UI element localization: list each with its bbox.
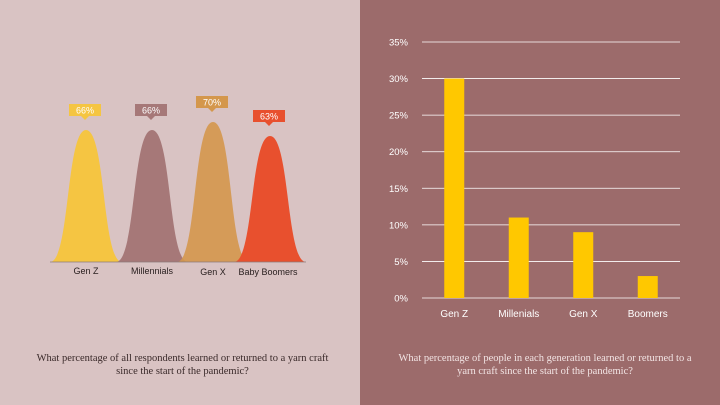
value-callout: 63% [253,110,285,126]
category-label: Gen Z [73,266,99,276]
y-tick-label: 0% [394,294,408,305]
value-callout: 66% [135,104,167,120]
right-chart-caption: What percentage of people in each genera… [398,353,692,377]
category-label: Baby Boomers [238,267,298,277]
left-panel: 66% 66% 70% 63% Gen Z Millennials Gen X Baby Bo… [0,0,360,405]
bar [573,232,594,298]
bar [444,78,465,298]
y-tick-label: 30% [389,74,409,85]
value-label: 66% [142,106,160,116]
x-tick-label: Gen Z [440,309,468,320]
bell-baby-boomers [234,136,306,262]
x-tick-label: Millenials [498,309,539,320]
value-callout: 66% [69,104,101,120]
bell-gen-x [177,122,249,262]
value-label: 63% [260,112,278,122]
x-tick-label: Gen X [569,309,598,320]
value-callout: 70% [196,96,228,112]
right-panel: 0% 5% 10% 15% 20% 25% 30% 35% Gen Z Millenials Gen… [360,0,720,405]
bar [508,217,529,298]
bell-gen-z [50,130,122,262]
generation-bar-chart: 0% 5% 10% 15% 20% 25% 30% 35% Gen Z Millenials Gen… [389,38,680,320]
category-label: Millennials [131,266,174,276]
y-tick-label: 35% [389,38,409,49]
y-tick-label: 5% [394,257,408,268]
y-tick-label: 25% [389,111,409,122]
y-tick-label: 10% [389,220,409,231]
x-tick-label: Boomers [628,309,668,320]
value-label: 66% [76,106,94,116]
value-label: 70% [203,98,221,108]
bell-area-chart: 66% 66% 70% 63% Gen Z Millennials Gen X Baby Bo… [50,96,306,277]
left-chart-caption: What percentage of all respondents learn… [36,353,329,377]
bar [637,276,658,298]
category-label: Gen X [200,267,226,277]
bell-millennials [116,130,188,262]
y-tick-label: 15% [389,184,409,195]
y-tick-label: 20% [389,147,409,158]
